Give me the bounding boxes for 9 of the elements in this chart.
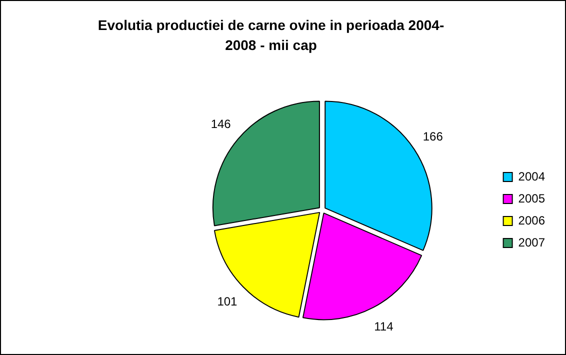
legend-label: 2005 [518, 191, 546, 206]
legend-label: 2004 [518, 169, 546, 184]
data-label: 146 [210, 116, 232, 131]
legend-label: 2006 [518, 213, 546, 228]
data-label: 101 [217, 294, 238, 309]
data-label: 166 [422, 130, 444, 144]
chart-title: Evolutia productiei de carne ovine in perioada 2004-2008 - mii cap [96, 16, 446, 55]
data-label: 114 [374, 320, 394, 334]
legend-label: 2007 [518, 235, 546, 250]
